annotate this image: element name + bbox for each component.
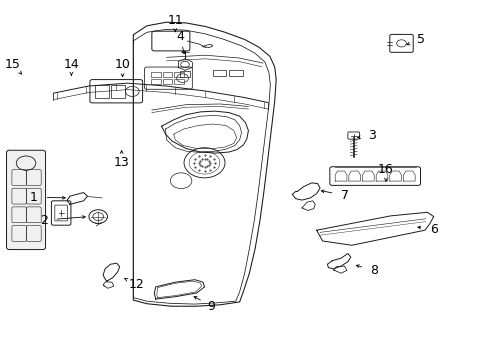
- Text: 9: 9: [207, 300, 215, 313]
- Text: 1: 1: [30, 191, 38, 204]
- Bar: [162, 72, 172, 77]
- Text: 16: 16: [377, 163, 393, 176]
- Bar: [162, 79, 172, 84]
- Text: 15: 15: [5, 58, 21, 71]
- Bar: [174, 72, 183, 77]
- Bar: [111, 85, 124, 98]
- Text: 2: 2: [40, 214, 47, 227]
- Bar: [180, 71, 189, 77]
- Text: 5: 5: [416, 33, 424, 46]
- Text: 7: 7: [340, 189, 348, 202]
- Bar: [151, 79, 160, 84]
- FancyBboxPatch shape: [6, 150, 45, 249]
- Bar: [212, 69, 226, 76]
- Text: 12: 12: [128, 278, 144, 291]
- Text: 4: 4: [176, 30, 183, 43]
- Bar: [151, 72, 160, 77]
- Text: 10: 10: [114, 58, 130, 71]
- Text: 14: 14: [63, 58, 79, 71]
- Text: 3: 3: [367, 129, 375, 142]
- Bar: [174, 79, 183, 84]
- Text: 6: 6: [429, 223, 437, 236]
- Text: 8: 8: [369, 264, 377, 277]
- Bar: [95, 85, 109, 98]
- Text: 11: 11: [167, 14, 183, 27]
- Text: 13: 13: [114, 156, 129, 169]
- Bar: [228, 69, 242, 76]
